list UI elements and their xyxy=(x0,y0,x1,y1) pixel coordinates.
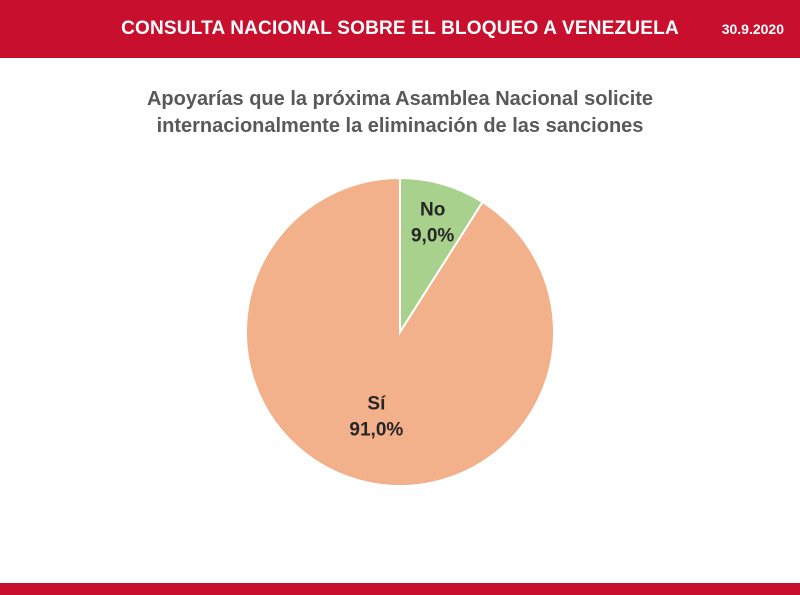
data-label-value-no: 9,0% xyxy=(411,226,454,247)
pie-slice-no xyxy=(399,176,484,336)
data-label-category-no: No xyxy=(420,200,445,221)
footer-bar xyxy=(0,583,800,595)
header-title: CONSULTA NACIONAL SOBRE EL BLOQUEO A VEN… xyxy=(121,18,679,39)
data-label-category-si: Sí xyxy=(367,393,386,414)
header-bar xyxy=(0,0,800,58)
header-date: 30.9.2020 xyxy=(721,21,784,37)
chart-title-line-1: Apoyarías que la próxima Asamblea Nacion… xyxy=(146,88,654,110)
chart-title: Apoyarías que la próxima Asamblea Nacion… xyxy=(100,86,700,140)
data-label-value-si: 91,0% xyxy=(349,419,403,440)
chart-title-line-2: internacionalmente la eliminación de las… xyxy=(156,115,644,137)
